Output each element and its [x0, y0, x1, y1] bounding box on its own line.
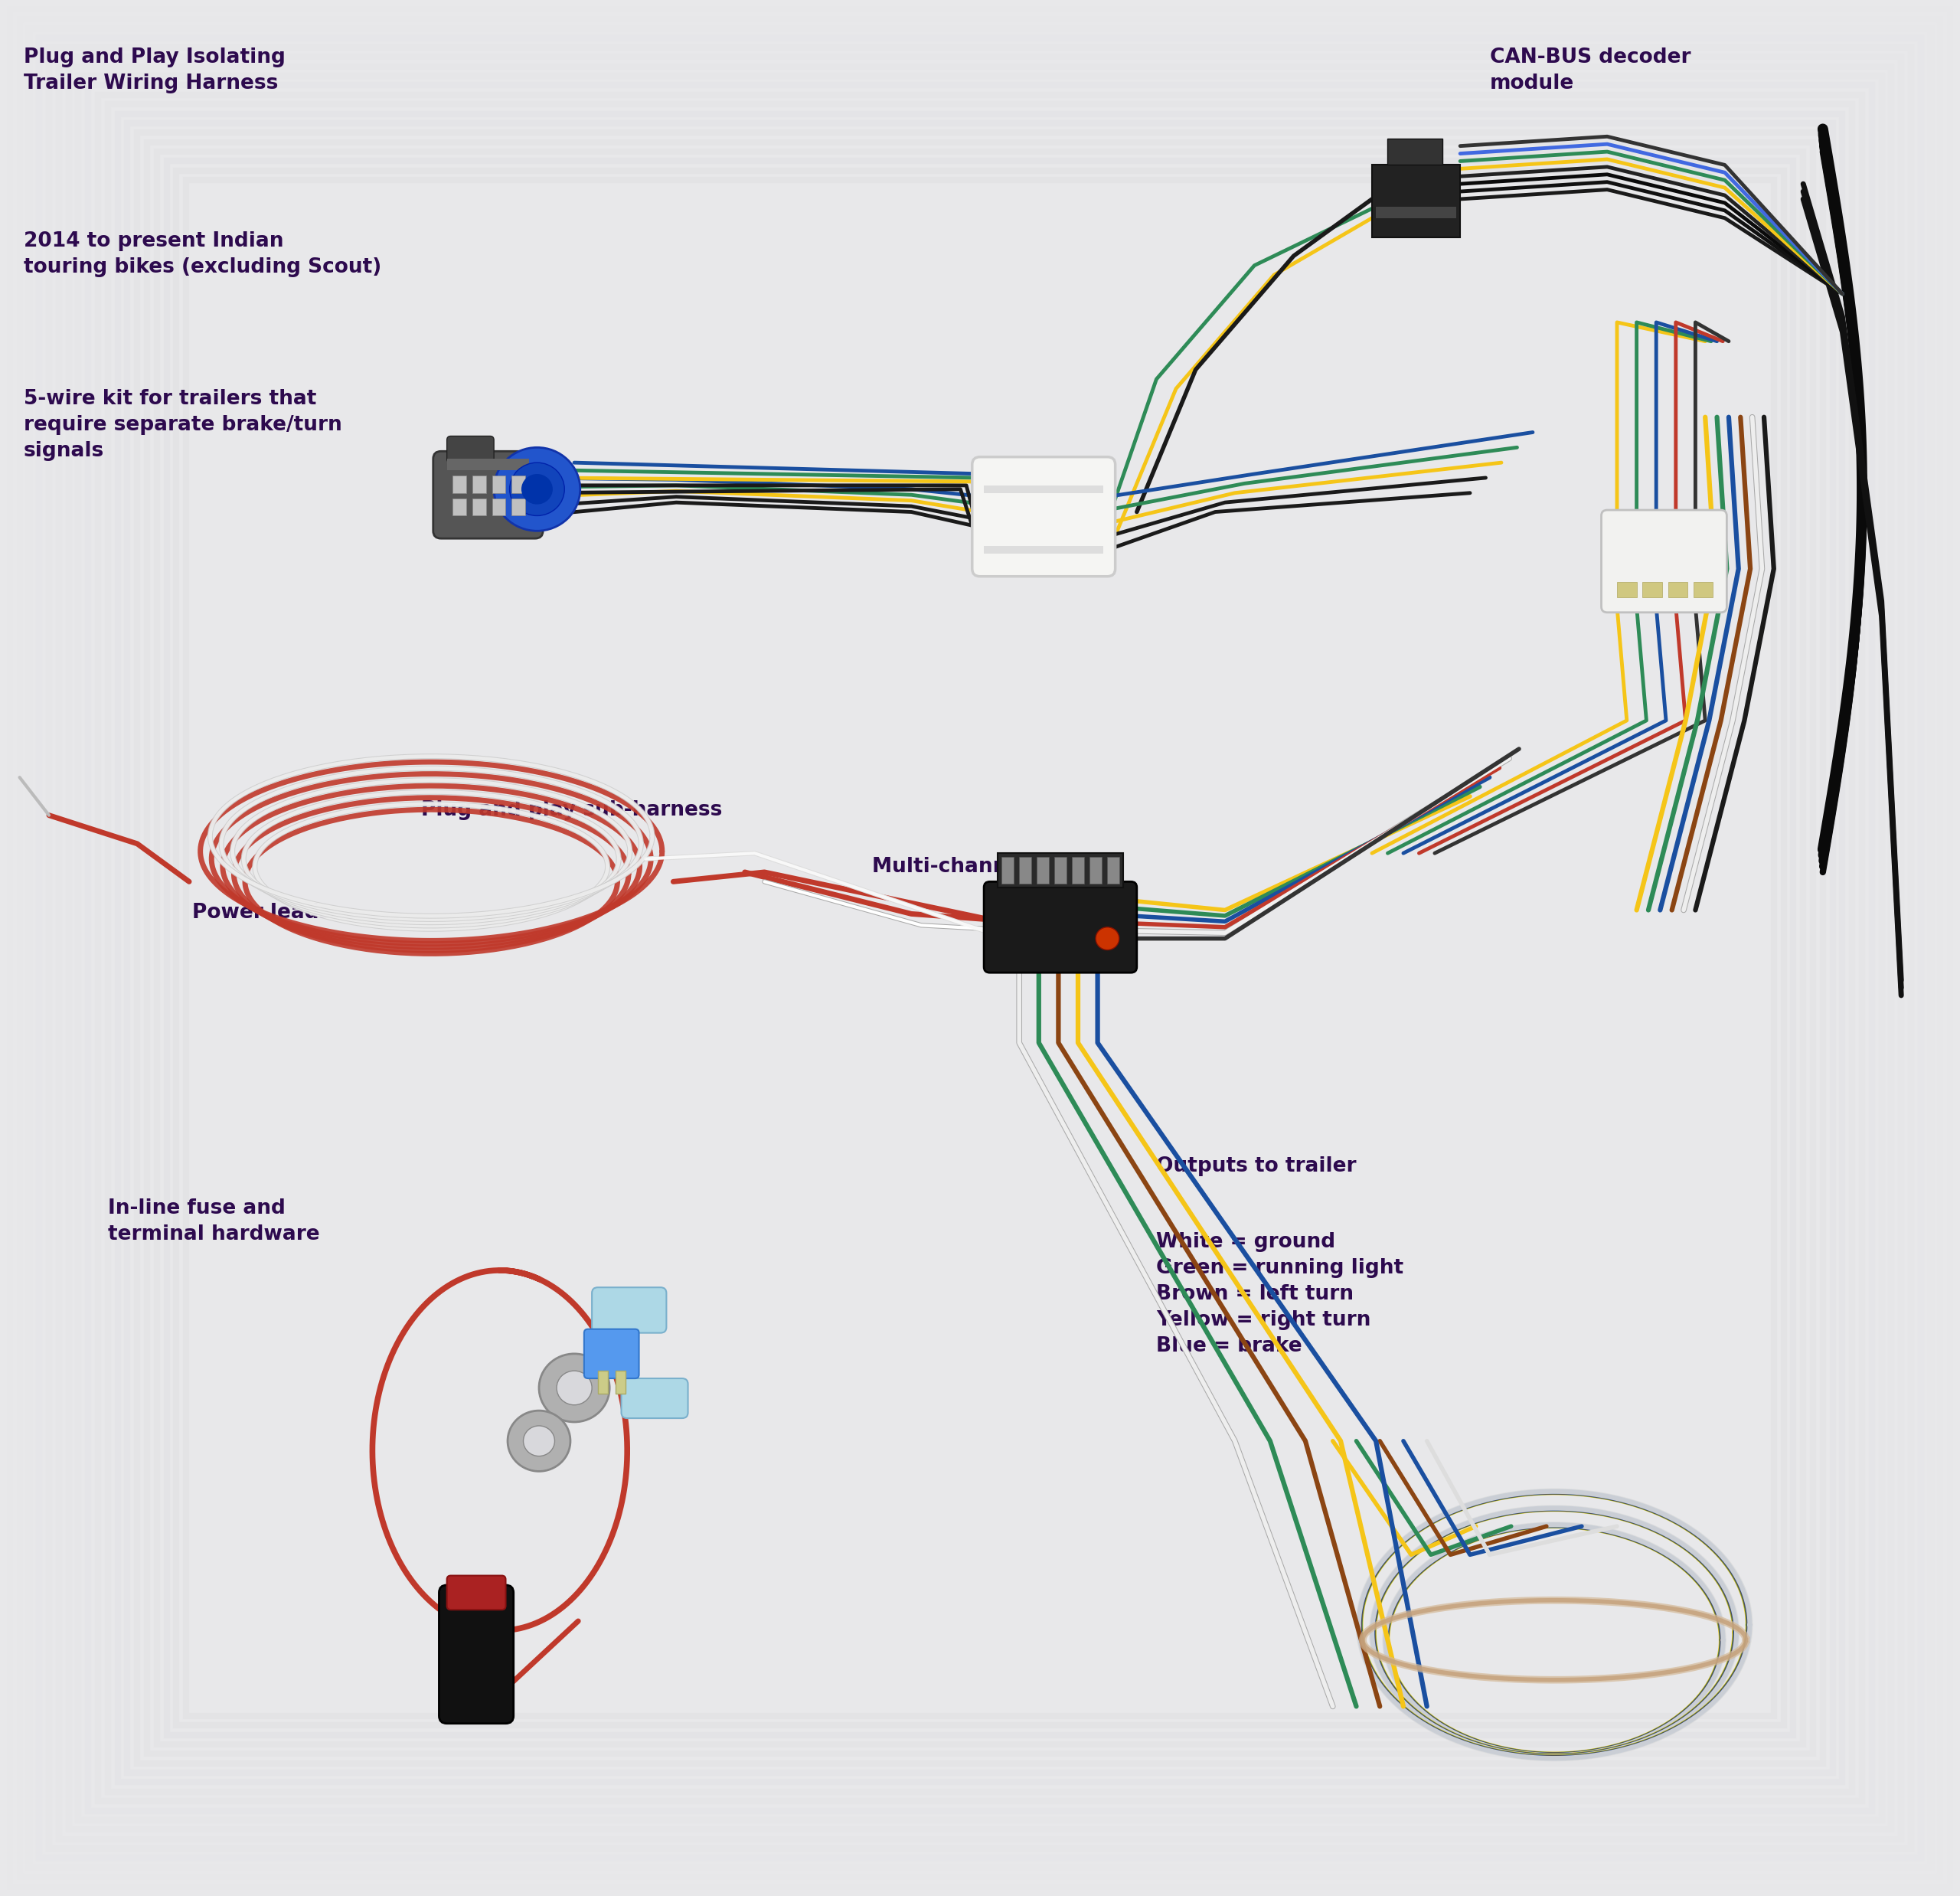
Bar: [472, 476, 486, 493]
Bar: [453, 499, 466, 516]
Circle shape: [508, 1411, 570, 1471]
FancyBboxPatch shape: [447, 1576, 506, 1610]
Bar: [137, 133, 1823, 1763]
Text: 2014 to present Indian
touring bikes (excluding Scout): 2014 to present Indian touring bikes (ex…: [24, 231, 382, 277]
Bar: [1668, 582, 1688, 597]
Text: Plug and Play Isolating
Trailer Wiring Harness: Plug and Play Isolating Trailer Wiring H…: [24, 47, 286, 93]
Bar: [1107, 857, 1119, 884]
FancyBboxPatch shape: [447, 436, 494, 463]
Text: Outputs to trailer: Outputs to trailer: [1156, 1157, 1356, 1177]
Text: In-line fuse and
terminal hardware: In-line fuse and terminal hardware: [108, 1198, 319, 1244]
Bar: [615, 1371, 625, 1394]
FancyBboxPatch shape: [433, 451, 543, 538]
Bar: [118, 114, 1842, 1782]
Bar: [447, 459, 529, 470]
Bar: [453, 476, 466, 493]
Text: 5-wire kit for trailers that
require separate brake/turn
signals: 5-wire kit for trailers that require sep…: [24, 389, 341, 461]
Circle shape: [521, 474, 553, 504]
Text: Power leads: Power leads: [192, 902, 331, 923]
Bar: [512, 476, 525, 493]
FancyBboxPatch shape: [984, 882, 1137, 973]
Text: Multi-channel isolator: Multi-channel isolator: [872, 857, 1121, 878]
Text: White = ground
Green = running light
Brown = left turn
Yellow = right turn
Blue : White = ground Green = running light Bro…: [1156, 1232, 1403, 1356]
Bar: [984, 546, 1103, 554]
Bar: [1693, 582, 1713, 597]
Bar: [1054, 857, 1066, 884]
Bar: [984, 485, 1103, 493]
Bar: [108, 104, 1852, 1792]
FancyBboxPatch shape: [592, 1287, 666, 1333]
FancyBboxPatch shape: [584, 1329, 639, 1378]
Bar: [512, 499, 525, 516]
Bar: [598, 1371, 608, 1394]
Bar: [147, 142, 1813, 1754]
Bar: [1376, 207, 1456, 218]
Bar: [998, 853, 1123, 887]
Bar: [492, 476, 506, 493]
Bar: [1642, 582, 1662, 597]
Circle shape: [494, 447, 580, 531]
Bar: [1002, 857, 1013, 884]
Text: CAN-BUS decoder
module: CAN-BUS decoder module: [1490, 47, 1691, 93]
Bar: [1072, 857, 1084, 884]
FancyBboxPatch shape: [972, 457, 1115, 576]
Bar: [1037, 857, 1049, 884]
Circle shape: [539, 1354, 610, 1422]
Bar: [1019, 857, 1031, 884]
Bar: [1372, 165, 1460, 237]
Circle shape: [510, 463, 564, 516]
Bar: [1617, 582, 1637, 597]
Bar: [492, 499, 506, 516]
Bar: [1090, 857, 1102, 884]
Bar: [127, 123, 1833, 1773]
Circle shape: [1096, 927, 1119, 950]
Bar: [472, 499, 486, 516]
Circle shape: [557, 1371, 592, 1405]
Bar: [157, 152, 1803, 1744]
Bar: [176, 171, 1784, 1725]
FancyBboxPatch shape: [621, 1378, 688, 1418]
FancyBboxPatch shape: [1601, 510, 1727, 612]
Circle shape: [523, 1426, 555, 1456]
Bar: [186, 180, 1774, 1716]
Text: Plug and play sub-harness: Plug and play sub-harness: [421, 800, 723, 821]
FancyBboxPatch shape: [439, 1585, 514, 1723]
Bar: [1388, 138, 1443, 165]
Bar: [167, 161, 1793, 1735]
